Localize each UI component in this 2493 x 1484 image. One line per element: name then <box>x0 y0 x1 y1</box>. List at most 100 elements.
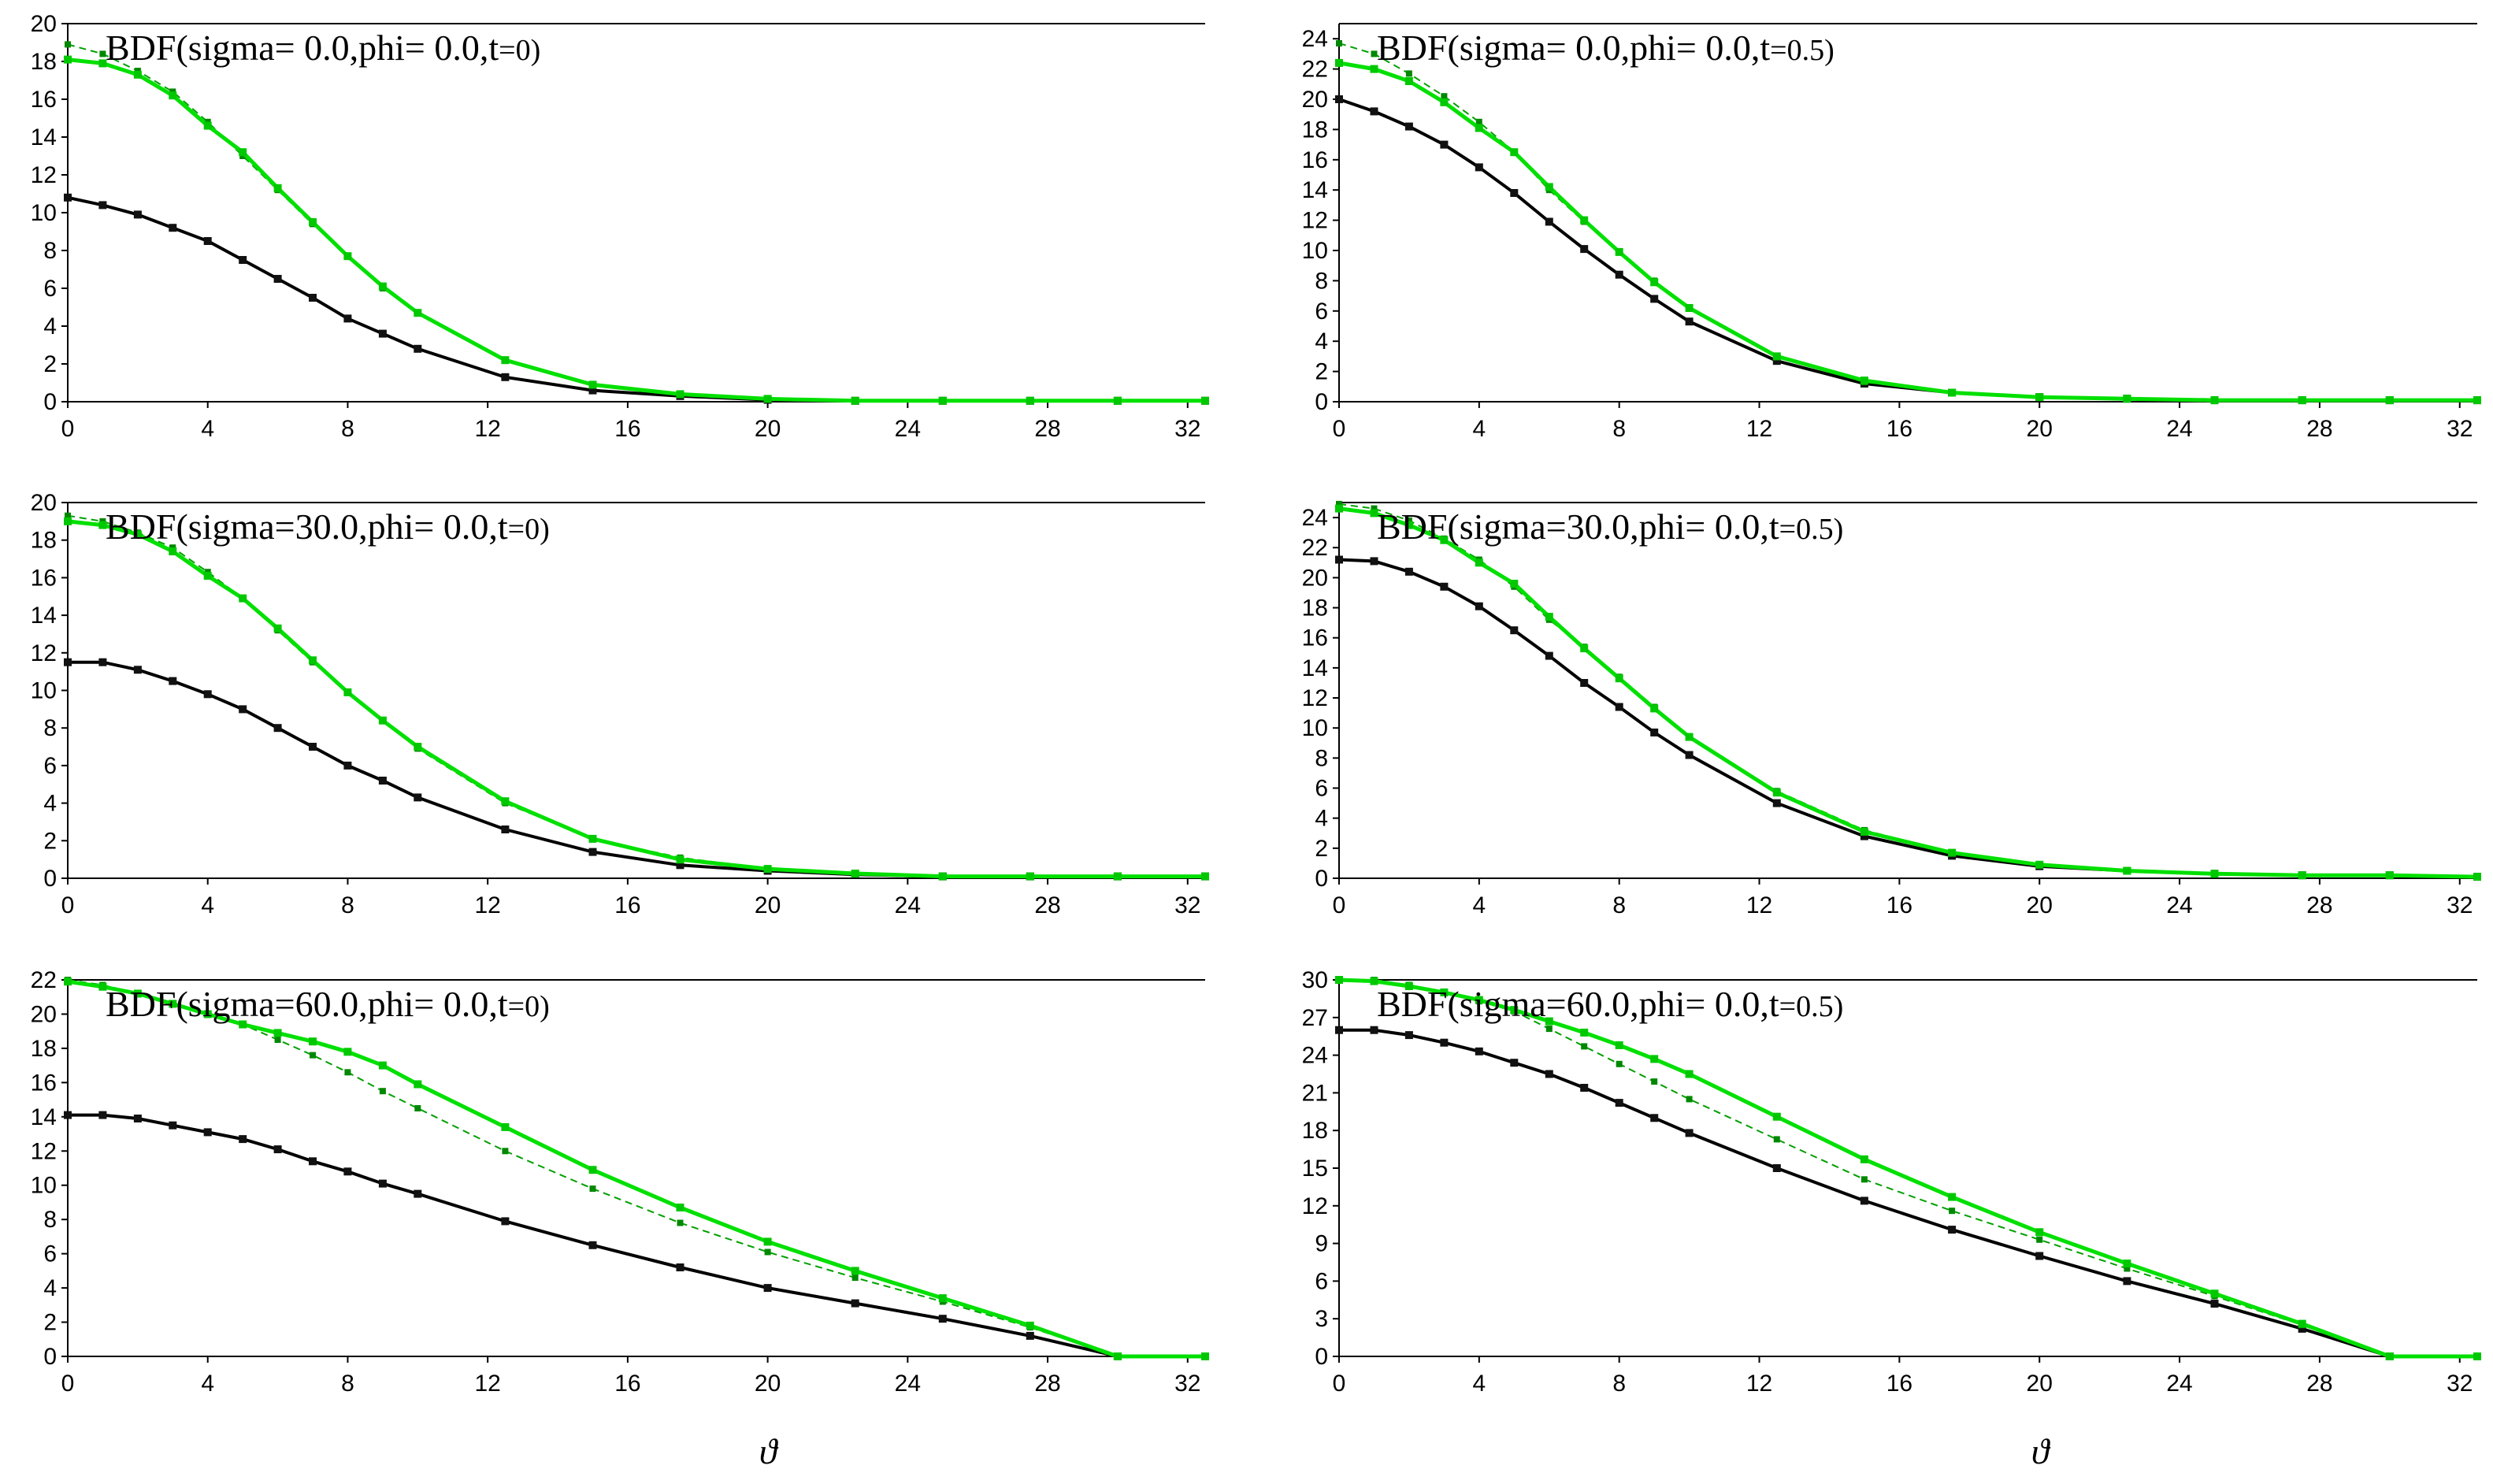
y-tick-label: 6 <box>43 753 57 779</box>
data-point-black <box>1510 626 1519 635</box>
data-point-green <box>1335 504 1343 513</box>
series-line-green-dashed <box>1339 979 2477 1357</box>
y-tick-label: 16 <box>31 87 57 113</box>
data-point-black <box>1650 1114 1659 1122</box>
data-point-black <box>1370 557 1378 566</box>
data-point-green <box>1615 247 1623 256</box>
data-point-black <box>588 386 597 395</box>
y-tick-label: 20 <box>1302 565 1328 591</box>
data-point-green <box>1370 65 1378 73</box>
series-line-green-dashed <box>67 43 1205 402</box>
data-point-green <box>1580 644 1589 653</box>
data-point-black <box>239 1135 247 1144</box>
x-tick-label: 32 <box>1174 416 1200 442</box>
data-point-black <box>309 743 317 751</box>
data-point-black <box>1580 1084 1589 1092</box>
data-point-green <box>1026 872 1034 881</box>
panel-title-tail: =0) <box>508 990 550 1023</box>
data-point-green <box>1948 388 1957 397</box>
x-tick-label: 28 <box>1034 1371 1060 1397</box>
data-point-black <box>2035 1252 2044 1260</box>
data-point-green-dashed <box>502 1148 509 1155</box>
data-point-green <box>676 390 684 399</box>
data-point-green <box>1440 98 1449 106</box>
data-point-green <box>1510 580 1519 588</box>
series-line-black <box>1338 558 2478 879</box>
y-tick-label: 2 <box>43 1310 57 1336</box>
data-point-green <box>2298 1319 2306 1328</box>
data-point-green <box>1772 788 1781 797</box>
data-point-green <box>273 1029 282 1037</box>
data-point-black <box>203 690 212 699</box>
data-point-black <box>98 201 107 210</box>
y-tick-label: 4 <box>1315 328 1328 354</box>
data-point-green <box>414 1080 422 1089</box>
x-tick-label: 0 <box>61 416 75 442</box>
data-point-green <box>2473 873 2481 881</box>
data-point-green-dashed <box>2036 1236 2043 1243</box>
data-point-black <box>98 1111 107 1119</box>
x-tick-label: 4 <box>201 1371 214 1397</box>
data-point-green <box>273 184 282 192</box>
data-point-black <box>1026 1331 1034 1340</box>
x-tick-label: 24 <box>895 1371 921 1397</box>
data-point-green-dashed <box>1405 70 1412 77</box>
y-tick-label: 12 <box>1302 208 1328 234</box>
y-tick-label: 10 <box>31 1173 57 1199</box>
y-tick-label: 20 <box>1302 87 1328 113</box>
x-tick-label: 20 <box>755 892 781 918</box>
data-point-green-dashed <box>1581 1043 1588 1050</box>
y-tick-label: 0 <box>1315 1344 1328 1370</box>
panel-title: BDF(sigma=30.0,phi= 0.0,t=0) <box>106 506 550 547</box>
y-tick-label: 20 <box>31 11 57 37</box>
data-point-black <box>1860 832 1868 840</box>
y-tick-label: 8 <box>43 1207 57 1233</box>
data-point-green <box>2298 871 2306 880</box>
panel-title-main: BDF(sigma= 0.0,phi= 0.0,t <box>1377 28 1770 68</box>
x-tick-label: 24 <box>2166 1371 2192 1397</box>
data-point-green <box>2123 866 2131 875</box>
x-tick-label: 8 <box>341 416 354 442</box>
data-point-black <box>2210 1300 2219 1308</box>
data-point-black <box>1404 122 1413 131</box>
data-point-black <box>1404 1031 1413 1040</box>
data-point-black <box>309 1157 317 1166</box>
data-point-green <box>1860 377 1868 385</box>
data-point-green <box>343 252 352 261</box>
data-point-green <box>763 395 772 403</box>
data-point-black <box>1545 217 1553 226</box>
data-point-green <box>1335 58 1343 67</box>
data-point-black <box>1650 728 1659 736</box>
data-point-green <box>1650 704 1659 713</box>
data-point-black <box>203 1128 212 1137</box>
x-tick-label: 16 <box>614 1371 640 1397</box>
y-tick-label: 16 <box>31 1070 57 1096</box>
y-tick-label: 14 <box>31 603 57 629</box>
data-point-green <box>2473 396 2481 405</box>
data-point-green <box>763 865 772 874</box>
y-tick-label: 0 <box>43 389 57 415</box>
data-point-green <box>938 396 947 405</box>
data-point-green <box>2473 1352 2481 1360</box>
data-point-green-dashed <box>1545 1026 1553 1033</box>
y-tick-label: 15 <box>1302 1156 1328 1182</box>
x-tick-label: 16 <box>614 892 640 918</box>
data-point-black <box>378 1179 387 1188</box>
data-point-green <box>1650 1055 1659 1063</box>
data-point-green-dashed <box>414 1105 421 1111</box>
data-point-green <box>378 1061 387 1070</box>
y-tick-label: 12 <box>31 162 57 188</box>
data-point-green <box>2035 860 2044 869</box>
data-point-green <box>64 55 72 64</box>
x-tick-label: 12 <box>1746 892 1772 918</box>
data-point-green <box>2123 395 2131 403</box>
data-point-green <box>1440 988 1449 996</box>
x-tick-label: 0 <box>61 1371 75 1397</box>
y-tick-label: 0 <box>1315 866 1328 892</box>
data-point-green <box>1685 304 1694 312</box>
panel-title: BDF(sigma=60.0,phi= 0.0,t=0.5) <box>1377 984 1843 1024</box>
data-point-green <box>1650 278 1659 287</box>
data-point-black <box>1510 1059 1519 1067</box>
data-point-green <box>203 121 212 130</box>
y-tick-label: 10 <box>1302 715 1328 741</box>
